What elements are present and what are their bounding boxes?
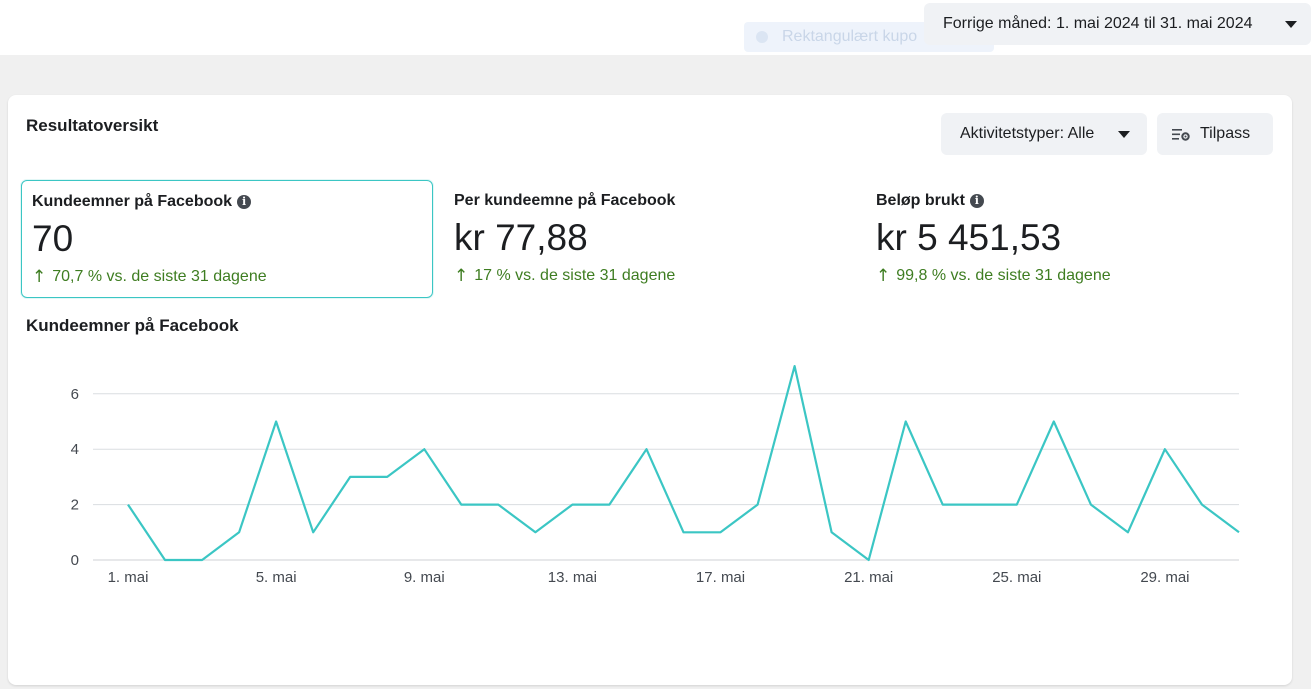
x-tick-label: 1. mai xyxy=(108,569,149,586)
x-tick-label: 21. mai xyxy=(844,569,893,586)
data-point[interactable] xyxy=(1012,500,1022,510)
x-tick-label: 29. mai xyxy=(1140,569,1189,586)
series-line xyxy=(127,365,1240,562)
metric-label-text: Beløp brukt xyxy=(876,192,965,209)
x-tick-label: 17. mai xyxy=(696,569,745,586)
data-point[interactable] xyxy=(864,555,874,565)
data-point[interactable] xyxy=(271,417,281,427)
data-point[interactable] xyxy=(790,361,800,371)
ghost-icon xyxy=(756,31,768,43)
y-tick-label: 0 xyxy=(71,552,79,569)
data-point[interactable] xyxy=(160,555,170,565)
metric-delta-text: 70,7 % vs. de siste 31 dagene xyxy=(52,268,267,285)
data-point[interactable] xyxy=(382,472,392,482)
data-point[interactable] xyxy=(234,527,244,537)
data-point[interactable] xyxy=(975,500,985,510)
x-tick-label: 13. mai xyxy=(548,569,597,586)
leads-line-chart: 0 2 4 6 1. mai 5. mai 9. mai 13. mai 17. mai 21. … xyxy=(71,361,1244,586)
arrow-up-icon: ↑ xyxy=(32,267,47,287)
metric-label: Kundeemner på Facebook i xyxy=(32,191,432,213)
data-point[interactable] xyxy=(123,500,133,510)
data-point[interactable] xyxy=(456,500,466,510)
y-tick-label: 6 xyxy=(71,386,79,403)
customize-button[interactable]: Tilpass xyxy=(1157,113,1273,155)
data-point[interactable] xyxy=(716,527,726,537)
metric-label-text: Per kundeemne på Facebook xyxy=(454,192,676,209)
date-range-dropdown[interactable]: Forrige måned: 1. mai 2024 til 31. mai 2… xyxy=(924,3,1311,45)
arrow-up-icon: ↑ xyxy=(454,266,469,286)
y-tick-label: 4 xyxy=(71,441,79,458)
activity-types-label: Aktivitetstyper: Alle xyxy=(960,125,1095,142)
data-point[interactable] xyxy=(1234,527,1244,537)
data-point[interactable] xyxy=(493,500,503,510)
data-point[interactable] xyxy=(197,555,207,565)
data-point[interactable] xyxy=(530,527,540,537)
data-point[interactable] xyxy=(567,500,577,510)
data-point[interactable] xyxy=(308,527,318,537)
x-tick-label: 5. mai xyxy=(256,569,297,586)
metric-delta: ↑ 99,8 % vs. de siste 31 dagene xyxy=(876,266,1278,286)
metric-delta-text: 17 % vs. de siste 31 dagene xyxy=(474,267,676,284)
caret-down-icon xyxy=(1118,131,1130,138)
metric-value: kr 5 451,53 xyxy=(876,217,1062,258)
metric-label: Beløp brukt i xyxy=(876,190,1278,212)
x-tick-label: 9. mai xyxy=(404,569,445,586)
customize-settings-icon xyxy=(1172,129,1190,141)
data-point[interactable] xyxy=(1049,417,1059,427)
activity-types-dropdown[interactable]: Aktivitetstyper: Alle xyxy=(941,113,1147,155)
metric-card-leads[interactable]: Kundeemner på Facebook i 70 ↑ 70,7 % vs.… xyxy=(21,180,433,298)
data-point[interactable] xyxy=(345,472,355,482)
info-icon[interactable]: i xyxy=(237,195,252,209)
data-point[interactable] xyxy=(1086,500,1096,510)
data-point[interactable] xyxy=(901,417,911,427)
date-range-label: Forrige måned: 1. mai 2024 til 31. mai 2… xyxy=(943,15,1253,32)
data-point[interactable] xyxy=(679,527,689,537)
customize-label: Tilpass xyxy=(1200,125,1251,142)
metric-label: Per kundeemne på Facebook xyxy=(454,190,856,212)
metric-delta: ↑ 17 % vs. de siste 31 dagene xyxy=(454,266,856,286)
x-tick-label: 25. mai xyxy=(992,569,1041,586)
results-overview-card: Resultatoversikt Aktivitetstyper: Alle T… xyxy=(8,95,1292,685)
chart-title: Kundeemner på Facebook xyxy=(26,316,239,335)
metric-delta: ↑ 70,7 % vs. de siste 31 dagene xyxy=(32,267,432,287)
data-point[interactable] xyxy=(827,527,837,537)
metric-card-cost-per-lead[interactable]: Per kundeemne på Facebook kr 77,88 ↑ 17 … xyxy=(444,180,856,298)
info-icon[interactable]: i xyxy=(969,194,984,208)
y-tick-label: 2 xyxy=(71,497,79,514)
data-point[interactable] xyxy=(419,444,429,454)
data-point[interactable] xyxy=(1123,527,1133,537)
data-point[interactable] xyxy=(604,500,614,510)
caret-down-icon xyxy=(1285,21,1297,28)
metric-delta-text: 99,8 % vs. de siste 31 dagene xyxy=(896,267,1111,284)
metric-value: kr 77,88 xyxy=(454,217,588,258)
metric-card-amount-spent[interactable]: Beløp brukt i kr 5 451,53 ↑ 99,8 % vs. d… xyxy=(866,180,1278,298)
metric-label-text: Kundeemner på Facebook xyxy=(32,193,233,210)
ghost-label: Rektangulært kupo xyxy=(782,28,918,45)
data-point[interactable] xyxy=(641,444,651,454)
arrow-up-icon: ↑ xyxy=(876,266,891,286)
data-point[interactable] xyxy=(753,500,763,510)
data-point[interactable] xyxy=(1197,500,1207,510)
top-bar: Rektangulært kupo Forrige måned: 1. mai … xyxy=(0,0,1311,55)
card-title: Resultatoversikt xyxy=(26,116,159,135)
data-point[interactable] xyxy=(938,500,948,510)
data-point[interactable] xyxy=(1160,444,1170,454)
metric-value: 70 xyxy=(32,218,74,259)
